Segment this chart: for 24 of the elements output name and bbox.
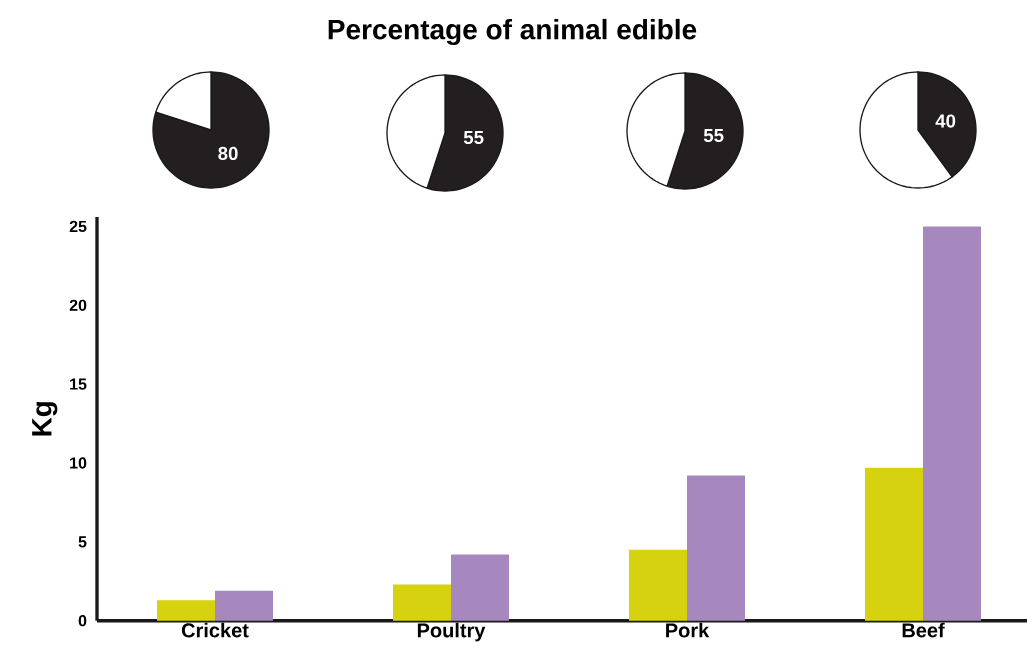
bar — [923, 226, 981, 621]
data-label: 55 — [703, 129, 724, 143]
y-tick-label: 25 — [69, 220, 87, 233]
y-tick-label: 20 — [69, 299, 87, 311]
data-label: 40 — [935, 114, 956, 128]
y-tick-label: 15 — [70, 378, 87, 390]
bar — [393, 584, 451, 621]
bar — [629, 549, 687, 621]
y-tick-label: 5 — [78, 536, 87, 548]
bar — [157, 600, 215, 621]
x-tick-label: Cricket — [181, 622, 249, 638]
text: Percentage of animal edible — [328, 18, 697, 46]
x-tick-label: Pork — [666, 622, 710, 638]
bar — [687, 475, 745, 621]
y-axis-title: Kg — [32, 402, 58, 436]
y-tick-label: 0 — [78, 615, 87, 627]
bar — [865, 467, 923, 621]
bar — [215, 590, 273, 621]
x-tick-label: Poultry — [417, 622, 486, 642]
data-label: 55 — [463, 131, 484, 145]
y-tick-label: 10 — [70, 457, 87, 469]
bar — [451, 554, 509, 621]
x-tick-label: Beef — [902, 622, 945, 638]
data-label: 80 — [218, 146, 238, 161]
